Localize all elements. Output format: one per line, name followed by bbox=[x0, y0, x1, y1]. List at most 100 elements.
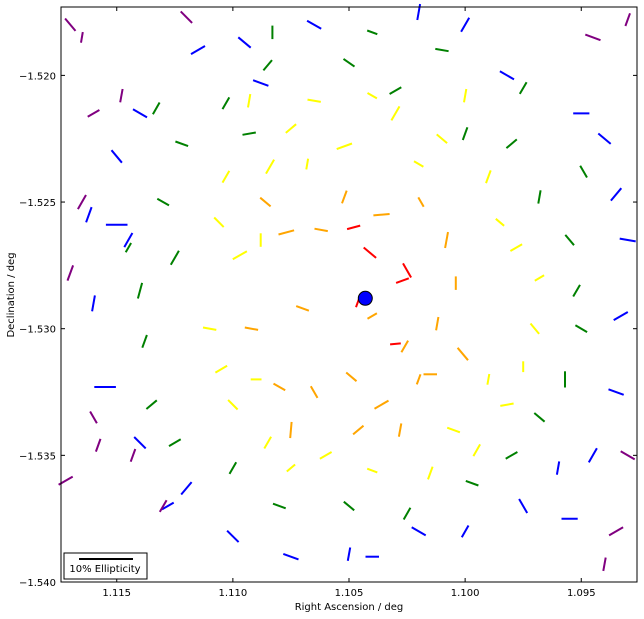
whisker-blue-113 bbox=[619, 237, 636, 243]
x-tick-label: 1.110 bbox=[219, 588, 248, 599]
whisker-green-76 bbox=[572, 284, 581, 298]
whisker-blue-110 bbox=[587, 447, 598, 463]
whisker-green-85 bbox=[228, 461, 238, 475]
whisker-orange-10 bbox=[444, 231, 449, 249]
whisker-yellow-40 bbox=[509, 243, 523, 252]
whisker-blue-111 bbox=[608, 388, 625, 396]
whisker-yellow-48 bbox=[263, 436, 272, 450]
whisker-purple-142 bbox=[94, 438, 102, 452]
whisker-green-87 bbox=[145, 399, 158, 410]
y-tick-label: −1.535 bbox=[19, 451, 56, 462]
whisker-purple-141 bbox=[89, 410, 98, 424]
whisker-green-64 bbox=[169, 250, 180, 266]
whisker-yellow-50 bbox=[214, 364, 228, 374]
x-tick-label: 1.115 bbox=[102, 588, 131, 599]
whisker-red-5 bbox=[402, 262, 412, 278]
whisker-yellow-61 bbox=[446, 426, 461, 434]
whisker-purple-139 bbox=[620, 450, 636, 461]
whisker-green-68 bbox=[242, 131, 256, 136]
whisker-blue-124 bbox=[85, 206, 93, 223]
whisker-yellow-33 bbox=[265, 159, 275, 175]
whisker-orange-8 bbox=[259, 196, 272, 208]
whisker-green-63 bbox=[136, 282, 144, 299]
x-axis-label: Right Ascension / deg bbox=[295, 602, 404, 613]
whisker-yellow-36 bbox=[336, 142, 353, 151]
whisker-yellow-52 bbox=[367, 92, 378, 100]
y-tick-label: −1.540 bbox=[19, 578, 56, 589]
whisker-orange-26 bbox=[295, 305, 310, 312]
whisker-red-1 bbox=[395, 277, 410, 284]
whisker-purple-144 bbox=[602, 557, 607, 572]
whisker-purple-131 bbox=[66, 265, 75, 281]
x-axis-ticks: 1.115 1.110 1.105 1.100 1.095 bbox=[102, 7, 596, 599]
y-axis-ticks: −1.520 −1.525 −1.530 −1.535 −1.540 bbox=[19, 71, 637, 589]
whisker-blue-121 bbox=[237, 36, 252, 49]
whisker-yellow-41 bbox=[529, 322, 540, 335]
whisker-blue-97 bbox=[110, 149, 123, 164]
whisker-purple-136 bbox=[584, 33, 601, 42]
whisker-blue-108 bbox=[518, 498, 529, 514]
whisker-green-86 bbox=[168, 438, 182, 447]
whisker-orange-18 bbox=[273, 382, 286, 392]
whisker-orange-14 bbox=[352, 424, 365, 436]
whisker-red-3 bbox=[390, 342, 401, 346]
whisker-orange-17 bbox=[415, 373, 422, 385]
y-axis-label: Declination / deg bbox=[6, 252, 17, 337]
whisker-blue-104 bbox=[282, 552, 299, 561]
whisker-green-93 bbox=[366, 29, 378, 36]
whisker-green-67 bbox=[221, 96, 231, 110]
whisker-yellow-29 bbox=[202, 326, 217, 331]
legend-label: 10% Ellipticity bbox=[69, 564, 140, 575]
whisker-yellow-39 bbox=[485, 170, 492, 184]
whisker-yellow-58 bbox=[305, 158, 310, 170]
whisker-blue-127 bbox=[555, 461, 561, 475]
whisker-blue-114 bbox=[610, 187, 623, 202]
whisker-yellow-59 bbox=[413, 160, 424, 168]
whisker-green-79 bbox=[533, 412, 546, 423]
whisker-blue-123 bbox=[252, 79, 269, 87]
whisker-blue-125 bbox=[91, 295, 96, 312]
whisker-orange-19 bbox=[289, 421, 293, 439]
whisker-yellow-44 bbox=[472, 443, 481, 457]
whisker-yellow-56 bbox=[221, 170, 231, 184]
whisker-yellow-53 bbox=[463, 88, 468, 103]
whisker-yellow-55 bbox=[534, 274, 545, 282]
whisker-orange-20 bbox=[309, 385, 319, 399]
whisker-purple-134 bbox=[129, 448, 137, 463]
y-tick-label: −1.520 bbox=[19, 71, 56, 82]
legend-box bbox=[63, 552, 148, 580]
whisker-blue-122 bbox=[190, 45, 206, 55]
whisker-green-88 bbox=[141, 334, 148, 349]
whisker-red-4 bbox=[346, 224, 361, 231]
whisker-green-70 bbox=[342, 58, 356, 68]
whisker-green-75 bbox=[564, 234, 575, 246]
whisker-orange-15 bbox=[400, 340, 409, 353]
whisker-yellow-51 bbox=[247, 93, 252, 108]
y-tick-label: −1.530 bbox=[19, 325, 56, 336]
whisker-yellow-46 bbox=[366, 467, 378, 474]
whisker-yellow-47 bbox=[319, 451, 333, 460]
legend: 10% Ellipticity bbox=[63, 552, 148, 580]
whisker-yellow-34 bbox=[285, 123, 297, 134]
whisker-blue-107 bbox=[460, 525, 470, 538]
whisker-blue-126 bbox=[161, 501, 175, 511]
whisker-yellow-43 bbox=[500, 402, 514, 407]
whisker-orange-23 bbox=[417, 196, 425, 208]
whisker-purple-145 bbox=[80, 31, 84, 43]
whisker-orange-24 bbox=[435, 316, 440, 331]
whisker-yellow-49 bbox=[227, 399, 239, 411]
whisker-blue-117 bbox=[499, 70, 515, 81]
whisker-purple-137 bbox=[624, 12, 631, 27]
whisker-yellow-54 bbox=[495, 218, 505, 227]
whisker-blue-101 bbox=[133, 436, 147, 450]
center-marker bbox=[357, 290, 373, 306]
whisker-blue-105 bbox=[346, 547, 352, 561]
whisker-green-82 bbox=[402, 507, 412, 520]
whisker-blue-99 bbox=[123, 232, 134, 248]
whisker-blue-106 bbox=[411, 526, 427, 537]
whisker-green-91 bbox=[518, 81, 528, 95]
whisker-sticks bbox=[58, 3, 636, 572]
whisker-yellow-62 bbox=[286, 463, 296, 473]
whisker-blue-118 bbox=[460, 17, 471, 33]
